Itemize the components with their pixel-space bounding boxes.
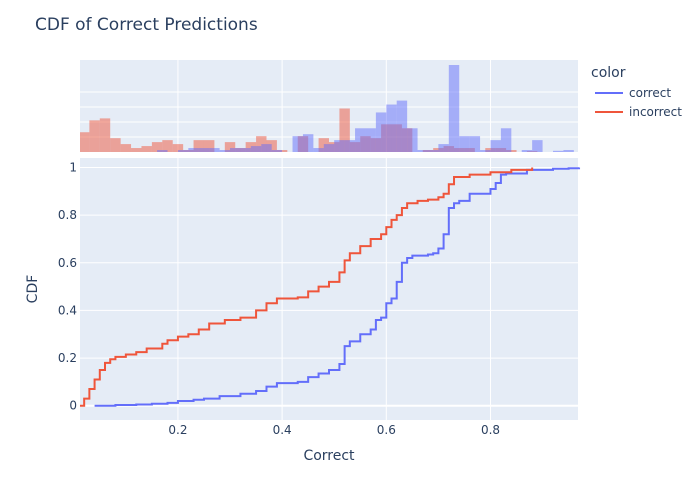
legend: color correct incorrect xyxy=(591,65,682,119)
x-tick-label: 0.4 xyxy=(273,423,292,437)
histogram-bar-correct xyxy=(417,150,428,152)
legend-label-correct: correct xyxy=(629,86,671,100)
histogram-bar-correct xyxy=(459,136,470,152)
histogram-bar-correct xyxy=(261,144,272,152)
histogram-bar-correct xyxy=(563,150,574,152)
histogram-bar-correct xyxy=(427,150,439,152)
chart-title: CDF of Correct Predictions xyxy=(35,15,258,35)
histogram-bar-correct xyxy=(323,144,335,152)
histogram-bar-correct xyxy=(396,100,408,152)
histogram-bar-correct xyxy=(438,144,449,152)
y-axis-ticks: 0 0.2 0.4 0.6 0.8 1 xyxy=(58,161,77,413)
histogram-bar-incorrect xyxy=(141,146,152,152)
histogram-bar-correct xyxy=(552,150,564,152)
histogram-bar-correct xyxy=(219,150,231,152)
y-tick-label: 0 xyxy=(69,399,77,413)
histogram-bar-incorrect xyxy=(203,140,215,152)
histogram-bar-incorrect xyxy=(89,120,100,152)
histogram-bar-correct xyxy=(209,148,220,152)
histogram-bar-correct xyxy=(448,65,460,152)
histogram-bar-correct xyxy=(469,136,481,152)
plot-background xyxy=(80,158,578,420)
histogram-bar-correct xyxy=(521,150,533,152)
histogram-bar-correct xyxy=(250,146,262,152)
y-tick-label: 0.8 xyxy=(58,208,77,222)
main-grid xyxy=(80,158,578,420)
histogram-bar-incorrect xyxy=(131,148,142,152)
histogram-bar-correct xyxy=(375,112,387,152)
histogram-bar-correct xyxy=(532,140,543,152)
histogram-bar-incorrect xyxy=(80,132,90,152)
histogram-bar-correct xyxy=(157,150,168,152)
histogram-bar-incorrect xyxy=(120,144,132,152)
histogram-bar-incorrect xyxy=(99,118,111,152)
x-tick-label: 0.8 xyxy=(481,423,500,437)
marginal-histograms xyxy=(80,65,574,152)
x-tick-label: 0.2 xyxy=(168,423,187,437)
histogram-bar-correct xyxy=(334,140,345,152)
histogram-bar-correct xyxy=(240,148,251,152)
y-tick-label: 0.4 xyxy=(58,303,77,317)
histogram-bar-correct xyxy=(407,128,418,152)
histogram-bar-correct xyxy=(313,148,324,152)
histogram-bar-correct xyxy=(230,148,241,152)
histogram-bar-incorrect xyxy=(224,142,236,152)
legend-label-incorrect: incorrect xyxy=(629,105,682,119)
cdf-line-incorrect xyxy=(80,167,534,407)
y-tick-label: 0.2 xyxy=(58,351,77,365)
histogram-bar-correct xyxy=(302,134,314,152)
y-tick-label: 0.6 xyxy=(58,256,77,270)
histogram-bar-correct xyxy=(188,148,199,152)
histogram-bar-correct xyxy=(500,128,512,152)
histogram-bar-correct xyxy=(177,150,189,152)
histogram-bar-incorrect xyxy=(276,150,288,152)
histogram-bar-incorrect xyxy=(193,140,204,152)
x-axis-ticks: 0.2 0.4 0.6 0.8 xyxy=(168,423,500,437)
histogram-bar-incorrect xyxy=(339,108,350,152)
x-axis-label: Correct xyxy=(303,448,355,464)
histogram-bar-correct xyxy=(271,150,283,152)
histogram-bar-correct xyxy=(198,148,210,152)
histogram-bar-correct xyxy=(480,150,491,152)
histogram-bar-correct xyxy=(292,136,303,152)
histogram-bar-incorrect xyxy=(172,144,184,152)
histogram-bar-correct xyxy=(490,140,501,152)
x-tick-label: 0.6 xyxy=(377,423,396,437)
histogram-bar-correct xyxy=(386,104,397,152)
legend-item-correct[interactable]: correct xyxy=(595,86,671,100)
legend-item-incorrect[interactable]: incorrect xyxy=(595,105,682,119)
histogram-bar-correct xyxy=(355,128,366,152)
histogram-bar-correct xyxy=(365,128,376,152)
y-axis-label: CDF xyxy=(25,275,41,304)
histogram-bar-incorrect xyxy=(162,140,173,152)
histogram-bar-incorrect xyxy=(151,142,163,152)
histogram-bar-incorrect xyxy=(110,138,121,152)
cdf-line-correct xyxy=(94,167,581,407)
legend-title: color xyxy=(591,65,626,81)
y-tick-label: 1 xyxy=(69,161,77,175)
cdf-lines xyxy=(80,167,581,407)
histogram-bar-correct xyxy=(344,140,356,152)
